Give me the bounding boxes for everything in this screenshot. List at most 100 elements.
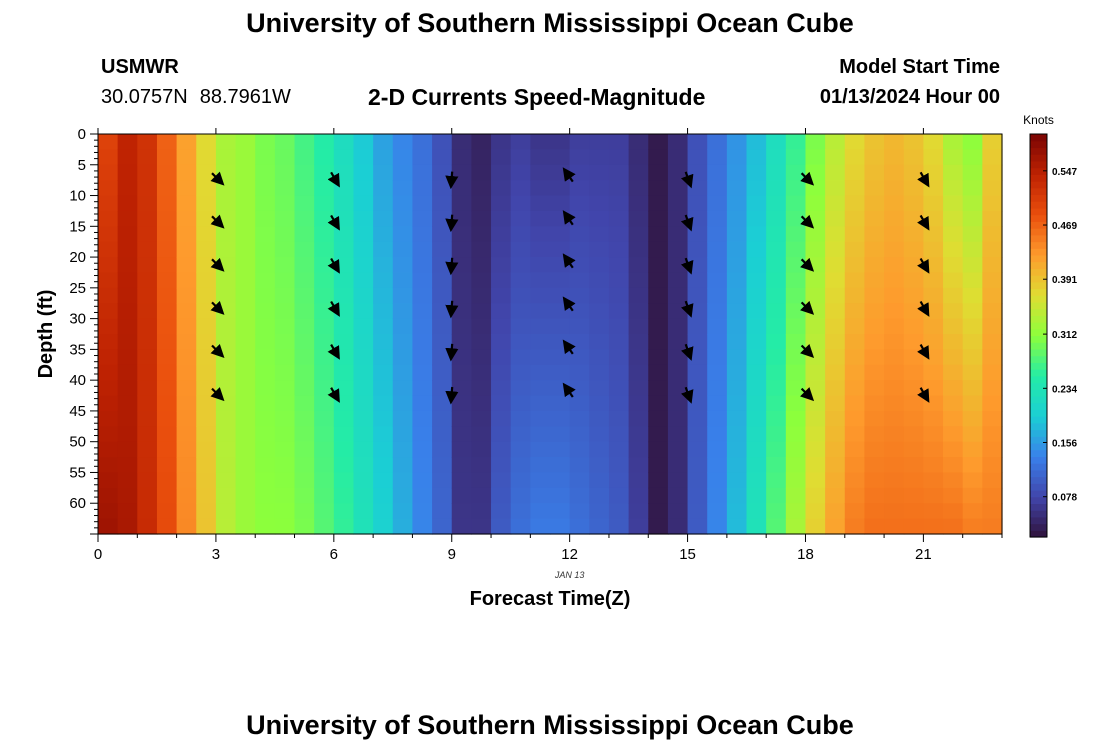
heatmap-cell (294, 410, 315, 427)
heatmap-cell (982, 441, 1003, 458)
heatmap-cell (510, 380, 531, 397)
heatmap-cell (943, 164, 964, 181)
heatmap-cell (844, 395, 866, 412)
heatmap-cell (255, 257, 276, 274)
heatmap-cell (648, 487, 669, 504)
heatmap-cell (235, 395, 256, 412)
heatmap-cell (176, 395, 197, 412)
heatmap-cell (451, 257, 472, 274)
heatmap-cell (98, 518, 119, 535)
heatmap-cell (294, 180, 315, 197)
heatmap-cell (156, 457, 178, 474)
heatmap-cell (923, 180, 944, 197)
heatmap-cell (471, 303, 492, 320)
heatmap-cell (137, 149, 158, 166)
heatmap-cell (392, 364, 414, 381)
heatmap-cell (923, 257, 944, 274)
heatmap-cell (864, 241, 885, 258)
heatmap-cell (962, 149, 983, 166)
heatmap-cell (746, 410, 767, 427)
heatmap-cell (471, 395, 492, 412)
heatmap-cell (333, 318, 355, 335)
heatmap-cell (864, 410, 885, 427)
heatmap-cell (314, 334, 335, 350)
heatmap-cell (137, 195, 158, 212)
heatmap-cell (412, 318, 433, 335)
heatmap-cell (608, 226, 630, 243)
heatmap-cell (687, 426, 708, 443)
heatmap-cell (648, 180, 669, 197)
heatmap-cell (137, 426, 158, 443)
colorbar-segment (1030, 147, 1047, 155)
heatmap-cell (235, 518, 256, 535)
heatmap-cell (392, 380, 414, 397)
heatmap-cell (255, 349, 276, 366)
heatmap-cell (726, 195, 748, 212)
heatmap-cell (884, 457, 905, 474)
heatmap-cell (294, 441, 315, 458)
heatmap-cell (412, 395, 433, 412)
heatmap-cell (864, 487, 885, 504)
heatmap-cell (491, 334, 512, 350)
heatmap-cell (353, 380, 374, 397)
heatmap-cell (962, 287, 983, 304)
heatmap-cell (510, 272, 531, 289)
heatmap-cell (255, 210, 276, 227)
current-vector (917, 387, 930, 403)
heatmap-cell (255, 334, 276, 350)
heatmap-cell (589, 518, 610, 535)
heatmap-cell (746, 441, 767, 458)
heatmap-cell (392, 149, 414, 166)
heatmap-cell (923, 334, 944, 350)
heatmap-cell (569, 134, 590, 150)
colorbar-segment (1030, 194, 1047, 202)
heatmap-cell (589, 410, 610, 427)
colorbar-segment (1030, 362, 1047, 370)
heatmap-cell (412, 334, 433, 350)
heatmap-cell (628, 134, 649, 150)
heatmap-cell (785, 487, 807, 504)
heatmap-cell (373, 195, 394, 212)
heatmap-cell (451, 287, 472, 304)
heatmap-cell (923, 241, 944, 258)
heatmap-cell (569, 426, 590, 443)
heatmap-cell (373, 241, 394, 258)
heatmap-cell (491, 503, 512, 520)
heatmap-cell (962, 272, 983, 289)
current-vector (680, 300, 694, 318)
heatmap-cell (196, 241, 217, 258)
station-longitude: 88.7961W (199, 86, 291, 108)
heatmap-cell (274, 134, 296, 150)
heatmap-cell (805, 272, 826, 289)
heatmap-cell (176, 241, 197, 258)
heatmap-cell (707, 226, 728, 243)
heatmap-cell (903, 349, 924, 366)
heatmap-cell (746, 149, 767, 166)
heatmap-cell (333, 195, 355, 212)
heatmap-cell (235, 349, 256, 366)
heatmap-cell (962, 195, 983, 212)
heatmap-cell (648, 395, 669, 412)
heatmap-cell (982, 503, 1003, 520)
heatmap-cell (412, 149, 433, 166)
heatmap-cell (333, 380, 355, 397)
heatmap-cell (589, 318, 610, 335)
heatmap-cell (884, 180, 905, 197)
heatmap-cell (982, 410, 1003, 427)
heatmap-cell (117, 441, 138, 458)
heatmap-cell (884, 395, 905, 412)
heatmap-cell (785, 518, 807, 535)
heatmap-cell (294, 257, 315, 274)
heatmap-cell (707, 134, 728, 150)
heatmap-cell (825, 457, 846, 474)
heatmap-cell (943, 334, 964, 350)
heatmap-cell (864, 518, 885, 535)
heatmap-cell (648, 503, 669, 520)
heatmap-cell (746, 241, 767, 258)
heatmap-cell (471, 318, 492, 335)
colorbar-segment (1030, 449, 1047, 457)
heatmap-cell (726, 334, 748, 350)
heatmap-cell (137, 180, 158, 197)
heatmap-cell (982, 134, 1003, 150)
heatmap-cell (943, 180, 964, 197)
